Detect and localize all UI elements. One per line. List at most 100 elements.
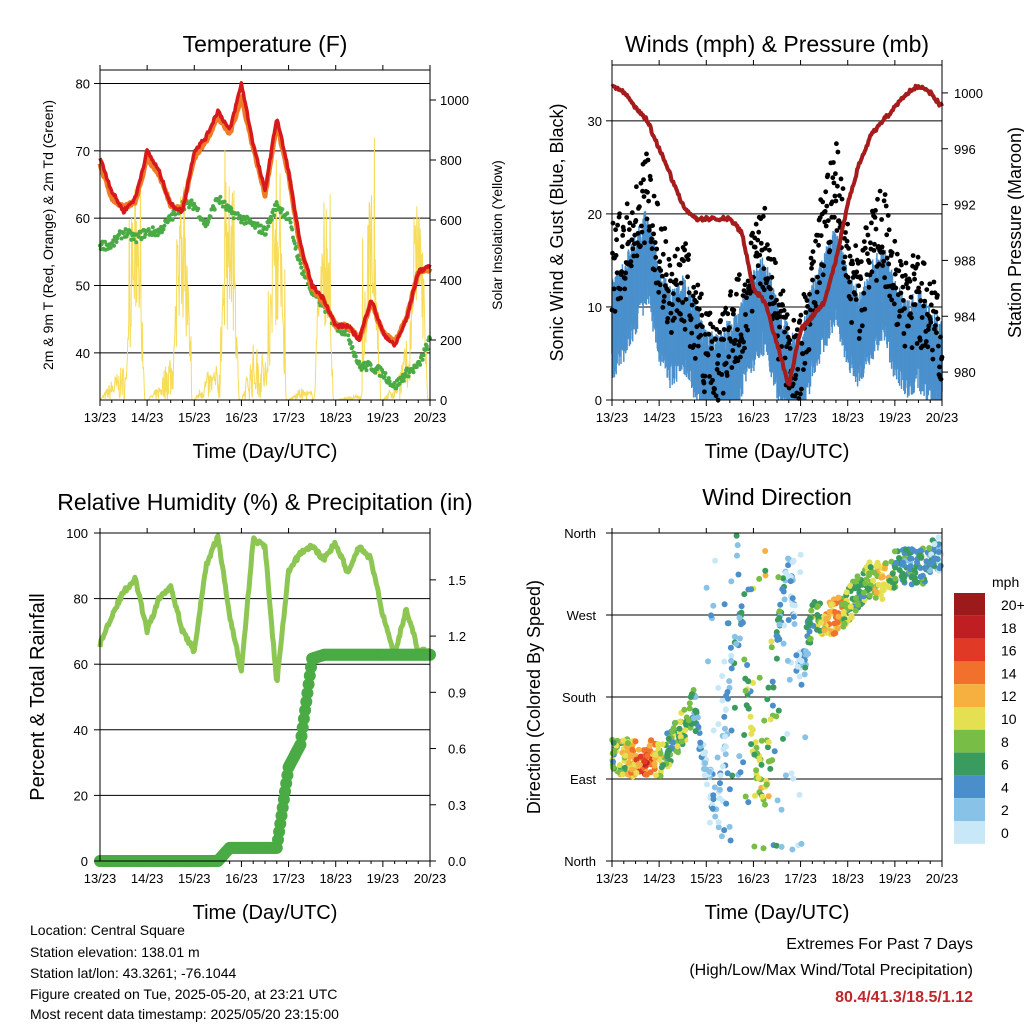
wind-direction-point (798, 681, 805, 688)
dewpoint-point (114, 240, 119, 244)
wind-direction-point (716, 795, 723, 802)
wind-direction-point (847, 603, 854, 610)
gust-point (827, 248, 833, 253)
gust-point (921, 303, 927, 309)
wind-direction-point (834, 619, 841, 626)
x-tick-label: 16/23 (225, 871, 258, 886)
gust-point (908, 294, 914, 300)
wind-direction-point (709, 805, 716, 812)
dewpoint-point (346, 333, 351, 338)
gust-point (814, 289, 820, 295)
wind-direction-point (616, 762, 623, 769)
gust-point (663, 272, 669, 278)
gust-point (858, 259, 864, 264)
wind-direction-point (927, 567, 933, 574)
gust-point (741, 339, 746, 345)
wind-direction-point (913, 579, 920, 586)
gust-point (897, 314, 902, 319)
wind-direction-point (752, 792, 758, 799)
gust-point (670, 302, 675, 308)
gust-point (936, 343, 941, 349)
wind-direction-point (773, 632, 780, 639)
wind-direction-point (733, 532, 740, 539)
gust-point (901, 331, 907, 336)
wind-direction-point (763, 781, 770, 788)
dewpoint-point (218, 194, 223, 199)
gust-point (901, 298, 906, 303)
wind-direction-point (874, 559, 881, 566)
wind-direction-point (621, 764, 628, 771)
gust-point (696, 306, 702, 312)
gust-point (755, 263, 761, 269)
wind-direction-point (629, 766, 635, 773)
wind-direction-point (728, 727, 735, 734)
wind-direction-point (704, 781, 710, 788)
wind-direction-point (719, 763, 726, 770)
gust-point (925, 327, 931, 332)
colorbar-label: 10 (1001, 711, 1017, 727)
y-right-tick-label: 800 (440, 153, 462, 168)
gust-point (938, 376, 944, 382)
wind-direction-point (903, 546, 910, 553)
wind-direction-point (712, 813, 719, 820)
dewpoint-point (383, 371, 388, 376)
wind-direction-point (629, 746, 636, 753)
gust-point (892, 271, 898, 277)
wind-direction-point (751, 751, 758, 758)
wind-direction-point (627, 751, 634, 758)
gust-point (669, 271, 675, 277)
gust-point (612, 308, 618, 314)
gust-point (777, 324, 782, 330)
gust-point (611, 286, 617, 292)
wind-direction-point (886, 577, 893, 584)
wind-direction-point (777, 601, 784, 608)
gust-point (927, 281, 933, 287)
dewpoint-point (357, 359, 362, 364)
wind-direction-point (726, 823, 733, 830)
gust-point (912, 302, 918, 307)
gust-point (618, 295, 623, 301)
wind-direction-point (728, 578, 735, 585)
gust-point (714, 327, 719, 332)
gust-point (730, 348, 736, 353)
gust-point (904, 281, 909, 287)
wind-direction-point (808, 607, 815, 614)
gust-point (856, 283, 862, 289)
gust-point (846, 246, 851, 251)
y-right-tick-label: 1.2 (448, 629, 466, 644)
y-tick-label: East (570, 772, 596, 787)
dewpoint-point (196, 206, 201, 211)
y-tick-label: 40 (74, 723, 88, 738)
gust-point (762, 205, 768, 211)
gust-point (907, 278, 913, 284)
wind-direction-point (710, 602, 717, 609)
wind-direction-point (765, 684, 772, 691)
wind-direction-point (705, 658, 711, 665)
gust-point (726, 325, 732, 330)
wind-direction-point (931, 541, 938, 548)
wind-direction-point (790, 775, 797, 782)
wind-direction-point (676, 718, 683, 725)
gust-point (879, 217, 884, 222)
gust-point (804, 298, 810, 303)
gust-point (652, 240, 658, 245)
wind-direction-point (764, 696, 771, 703)
gust-point (861, 239, 867, 245)
gust-point (894, 251, 900, 257)
y-axis-title: 2m & 9m T (Red, Orange) & 2m Td (Green) (40, 100, 56, 370)
gust-point (706, 331, 712, 337)
gust-point (928, 302, 934, 308)
y-right-tick-label: 0.9 (448, 685, 466, 700)
gust-point (896, 268, 902, 274)
gust-point (705, 352, 711, 358)
plot-frame (99, 69, 431, 401)
dewpoint-point (288, 220, 293, 225)
gust-point (749, 308, 755, 314)
gust-point (765, 242, 770, 248)
wind-direction-point (722, 707, 729, 713)
gust-point (689, 330, 695, 336)
wind-direction-point (715, 684, 722, 691)
gust-point (615, 222, 620, 228)
wind-direction-point (880, 581, 887, 588)
wind-direction-point (908, 546, 915, 553)
